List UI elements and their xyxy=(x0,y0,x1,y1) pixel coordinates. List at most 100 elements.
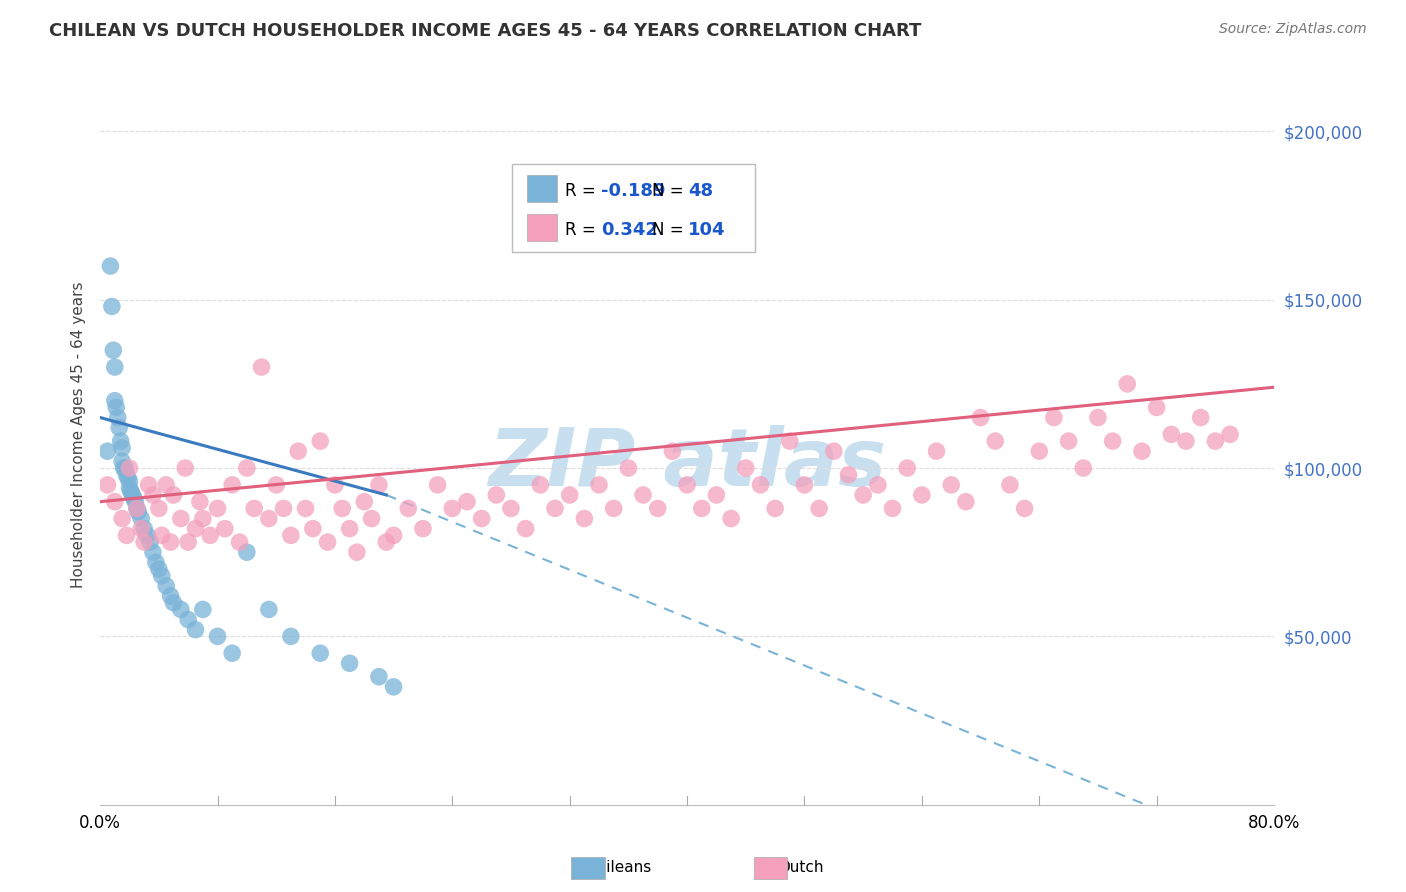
Point xyxy=(236,545,259,559)
Point xyxy=(925,444,948,458)
Point xyxy=(127,505,149,519)
Point xyxy=(188,494,211,508)
Point xyxy=(1043,410,1066,425)
Point xyxy=(793,478,815,492)
Point xyxy=(1116,376,1139,391)
Point xyxy=(617,461,640,475)
Point xyxy=(273,501,295,516)
Point xyxy=(515,522,537,536)
Point xyxy=(117,471,139,485)
Point xyxy=(302,522,325,536)
Point xyxy=(111,511,134,525)
Point xyxy=(323,478,346,492)
Point xyxy=(396,501,419,516)
Point xyxy=(287,444,309,458)
Point xyxy=(145,555,167,569)
Point xyxy=(1028,444,1050,458)
Point xyxy=(118,461,141,475)
Point xyxy=(170,511,193,525)
Point xyxy=(339,522,361,536)
Point xyxy=(661,444,683,458)
Point xyxy=(866,478,889,492)
Point xyxy=(558,488,581,502)
Point xyxy=(134,535,156,549)
Point xyxy=(250,359,273,374)
Point xyxy=(734,461,756,475)
Point xyxy=(228,535,250,549)
Text: CHILEAN VS DUTCH HOUSEHOLDER INCOME AGES 45 - 64 YEARS CORRELATION CHART: CHILEAN VS DUTCH HOUSEHOLDER INCOME AGES… xyxy=(49,22,921,40)
Point xyxy=(198,528,221,542)
Point xyxy=(471,511,494,525)
Point xyxy=(529,478,551,492)
Point xyxy=(574,511,596,525)
Point xyxy=(162,596,184,610)
Point xyxy=(382,680,405,694)
Point xyxy=(139,535,162,549)
Point xyxy=(96,478,118,492)
Point xyxy=(588,478,610,492)
Point xyxy=(142,545,165,559)
Point xyxy=(142,488,165,502)
Point xyxy=(236,461,259,475)
Point xyxy=(382,528,405,542)
Point xyxy=(647,501,669,516)
Text: ZIP atlas: ZIP atlas xyxy=(488,425,886,503)
Point xyxy=(706,488,728,502)
Point xyxy=(1057,434,1080,449)
Point xyxy=(191,511,214,525)
Point xyxy=(136,528,159,542)
Point xyxy=(111,454,134,468)
Point xyxy=(184,623,207,637)
Point xyxy=(808,501,831,516)
Point xyxy=(112,461,135,475)
Point xyxy=(191,602,214,616)
Point xyxy=(150,528,173,542)
Point xyxy=(280,528,302,542)
Point xyxy=(763,501,786,516)
Point xyxy=(104,494,127,508)
Point xyxy=(294,501,316,516)
Point xyxy=(280,629,302,643)
Point xyxy=(221,646,243,660)
Point xyxy=(129,511,152,525)
Point xyxy=(124,494,146,508)
Point xyxy=(1160,427,1182,442)
Point xyxy=(121,488,143,502)
Point xyxy=(155,478,177,492)
Point xyxy=(309,434,332,449)
Text: -0.189: -0.189 xyxy=(602,182,666,200)
Point xyxy=(122,491,145,506)
Point xyxy=(837,467,859,482)
Point xyxy=(749,478,772,492)
Point xyxy=(125,501,148,516)
Point xyxy=(243,501,266,516)
Point xyxy=(823,444,845,458)
Point xyxy=(207,501,229,516)
Point xyxy=(955,494,977,508)
Point xyxy=(368,478,391,492)
Point xyxy=(412,522,434,536)
Point xyxy=(1130,444,1153,458)
Point xyxy=(1204,434,1226,449)
Point xyxy=(1175,434,1198,449)
Point xyxy=(115,528,138,542)
Text: Dutch: Dutch xyxy=(779,860,824,874)
Point xyxy=(148,562,170,576)
Text: Chileans: Chileans xyxy=(586,860,651,874)
Point xyxy=(111,441,134,455)
Point xyxy=(221,478,243,492)
Point xyxy=(101,300,124,314)
Point xyxy=(375,535,398,549)
Point xyxy=(676,478,699,492)
Text: 104: 104 xyxy=(689,221,725,239)
Point xyxy=(114,461,136,475)
Point xyxy=(602,501,624,516)
Point xyxy=(339,657,361,671)
Point xyxy=(174,461,197,475)
Point xyxy=(998,478,1021,492)
Point xyxy=(1219,427,1241,442)
Point xyxy=(257,511,280,525)
Point xyxy=(426,478,449,492)
Point xyxy=(155,579,177,593)
Point xyxy=(103,343,125,358)
